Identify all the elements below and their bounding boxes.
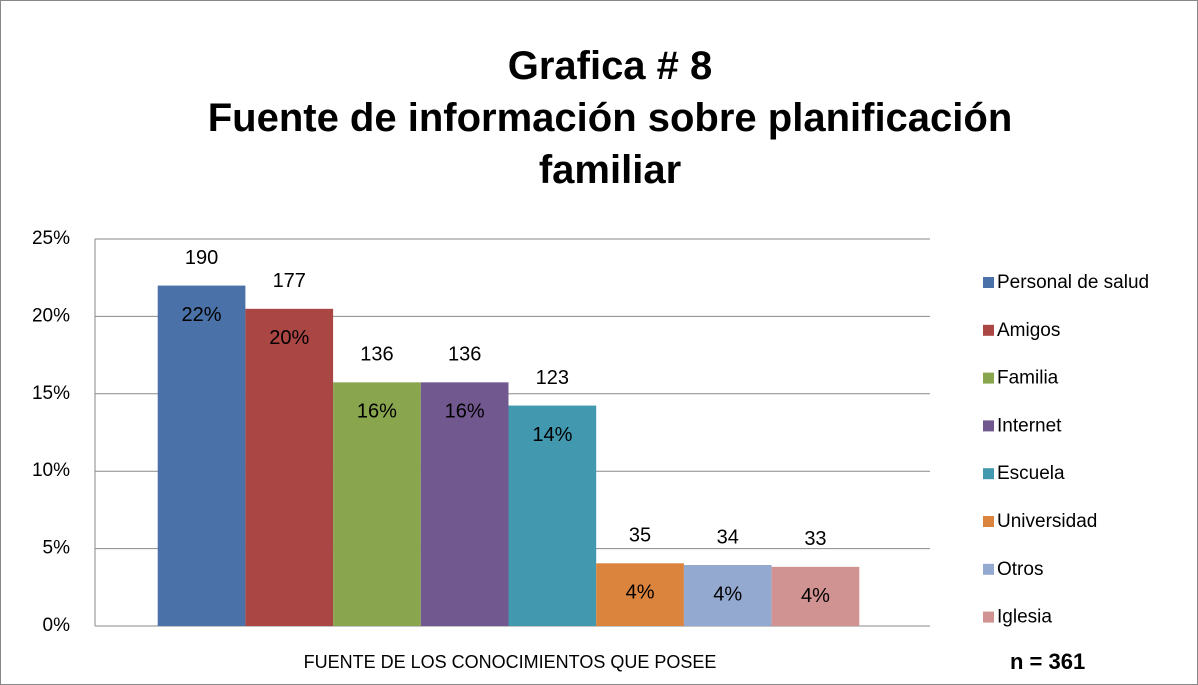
bar bbox=[771, 566, 860, 626]
legend-label: Personal de salud bbox=[997, 272, 1149, 293]
legend-label: Amigos bbox=[997, 320, 1060, 341]
bar bbox=[333, 382, 421, 626]
legend-swatch bbox=[983, 277, 994, 288]
bar bbox=[508, 405, 597, 626]
legend-label: Universidad bbox=[997, 511, 1097, 532]
legend-swatch bbox=[983, 324, 994, 336]
legend-swatch bbox=[983, 563, 994, 575]
y-tick-label: 0% bbox=[43, 615, 71, 636]
y-tick-label: 5% bbox=[43, 538, 71, 559]
count-label: 35 bbox=[629, 525, 651, 547]
legend-swatch bbox=[983, 516, 994, 527]
y-tick-label: 10% bbox=[32, 460, 70, 481]
legend-swatch bbox=[983, 372, 994, 384]
count-label: 136 bbox=[360, 344, 393, 366]
data-label: 16% bbox=[445, 401, 485, 423]
data-label: 16% bbox=[357, 401, 397, 423]
annotation: n = 361 bbox=[1010, 649, 1085, 674]
data-label: 4% bbox=[713, 583, 742, 605]
count-label: 34 bbox=[717, 526, 739, 548]
data-label: 14% bbox=[532, 424, 572, 446]
legend-label: Escuela bbox=[997, 463, 1065, 484]
count-label: 190 bbox=[185, 247, 218, 269]
legend-label: Otros bbox=[997, 559, 1043, 580]
legend-label: Iglesia bbox=[997, 607, 1052, 628]
legend-swatch bbox=[983, 468, 994, 480]
bar bbox=[596, 563, 684, 626]
bar bbox=[420, 382, 509, 626]
bar bbox=[683, 565, 772, 626]
bar bbox=[157, 285, 246, 626]
count-label: 33 bbox=[804, 528, 826, 550]
data-label: 22% bbox=[182, 304, 222, 326]
legend-swatch bbox=[983, 611, 994, 623]
y-tick-label: 20% bbox=[32, 305, 70, 326]
bar bbox=[245, 308, 334, 626]
x-axis-label: FUENTE DE LOS CONOCIMIENTOS QUE POSEE bbox=[304, 652, 717, 672]
chart-subtitle: Fuente de información sobre planificació… bbox=[207, 96, 1013, 192]
y-tick-label: 25% bbox=[32, 228, 70, 249]
legend-label: Internet bbox=[997, 415, 1062, 436]
data-label: 20% bbox=[269, 327, 309, 349]
legend-swatch bbox=[983, 420, 994, 432]
count-label: 136 bbox=[448, 344, 481, 366]
data-label: 4% bbox=[801, 585, 830, 607]
count-label: 177 bbox=[273, 270, 306, 292]
data-label: 4% bbox=[626, 582, 655, 604]
y-tick-label: 15% bbox=[32, 383, 70, 404]
chart-title: Grafica # 8 bbox=[507, 44, 713, 88]
count-label: 123 bbox=[536, 367, 569, 389]
legend-label: Familia bbox=[997, 368, 1059, 389]
